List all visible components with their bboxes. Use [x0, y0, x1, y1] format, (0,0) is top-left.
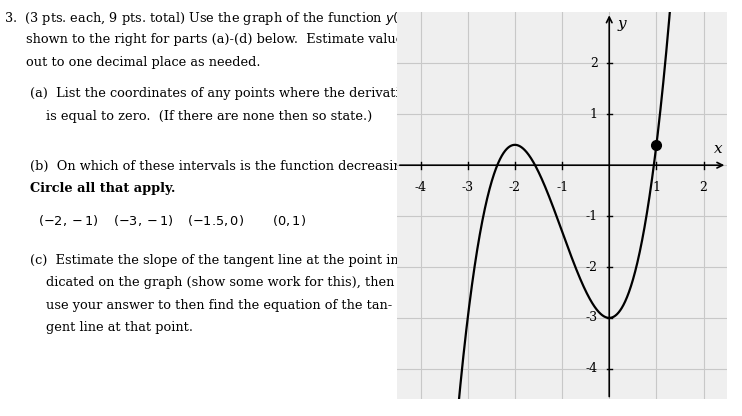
Text: use your answer to then find the equation of the tan-: use your answer to then find the equatio…: [46, 299, 392, 312]
Text: $(0,1)$: $(0,1)$: [272, 213, 306, 228]
Text: -2: -2: [509, 181, 521, 193]
Text: -3: -3: [585, 312, 597, 324]
Text: Circle all that apply.: Circle all that apply.: [30, 182, 175, 195]
Text: $(-2,-1)$: $(-2,-1)$: [38, 213, 98, 228]
Text: -4: -4: [585, 362, 597, 375]
Text: 1: 1: [652, 181, 660, 193]
Text: (b)  On which of these intervals is the function decreasing?: (b) On which of these intervals is the f…: [30, 160, 416, 173]
Text: 2: 2: [700, 181, 708, 193]
Text: -3: -3: [462, 181, 474, 193]
Text: 2: 2: [590, 57, 597, 70]
Text: 1: 1: [590, 108, 597, 121]
Text: (a)  List the coordinates of any points where the derivative: (a) List the coordinates of any points w…: [30, 87, 414, 100]
Text: (c)  Estimate the slope of the tangent line at the point in-: (c) Estimate the slope of the tangent li…: [30, 254, 403, 267]
Text: y: y: [618, 17, 626, 30]
Text: 3.  (3 pts. each, 9 pts. total) Use the graph of the function $y(x)$: 3. (3 pts. each, 9 pts. total) Use the g…: [4, 10, 412, 27]
Text: $(-3,-1)$: $(-3,-1)$: [113, 213, 174, 228]
Text: -1: -1: [585, 210, 597, 223]
Text: is equal to zero.  (If there are none then so state.): is equal to zero. (If there are none the…: [46, 110, 372, 123]
Text: shown to the right for parts (a)-(d) below.  Estimate values: shown to the right for parts (a)-(d) bel…: [26, 33, 410, 46]
Text: gent line at that point.: gent line at that point.: [46, 321, 193, 334]
Text: -1: -1: [556, 181, 568, 193]
Text: out to one decimal place as needed.: out to one decimal place as needed.: [26, 56, 260, 69]
Text: -2: -2: [585, 260, 597, 273]
Text: $(-1.5,0)$: $(-1.5,0)$: [186, 213, 243, 228]
Text: dicated on the graph (show some work for this), then: dicated on the graph (show some work for…: [46, 276, 394, 289]
Text: -4: -4: [415, 181, 427, 193]
Text: x: x: [714, 142, 723, 156]
